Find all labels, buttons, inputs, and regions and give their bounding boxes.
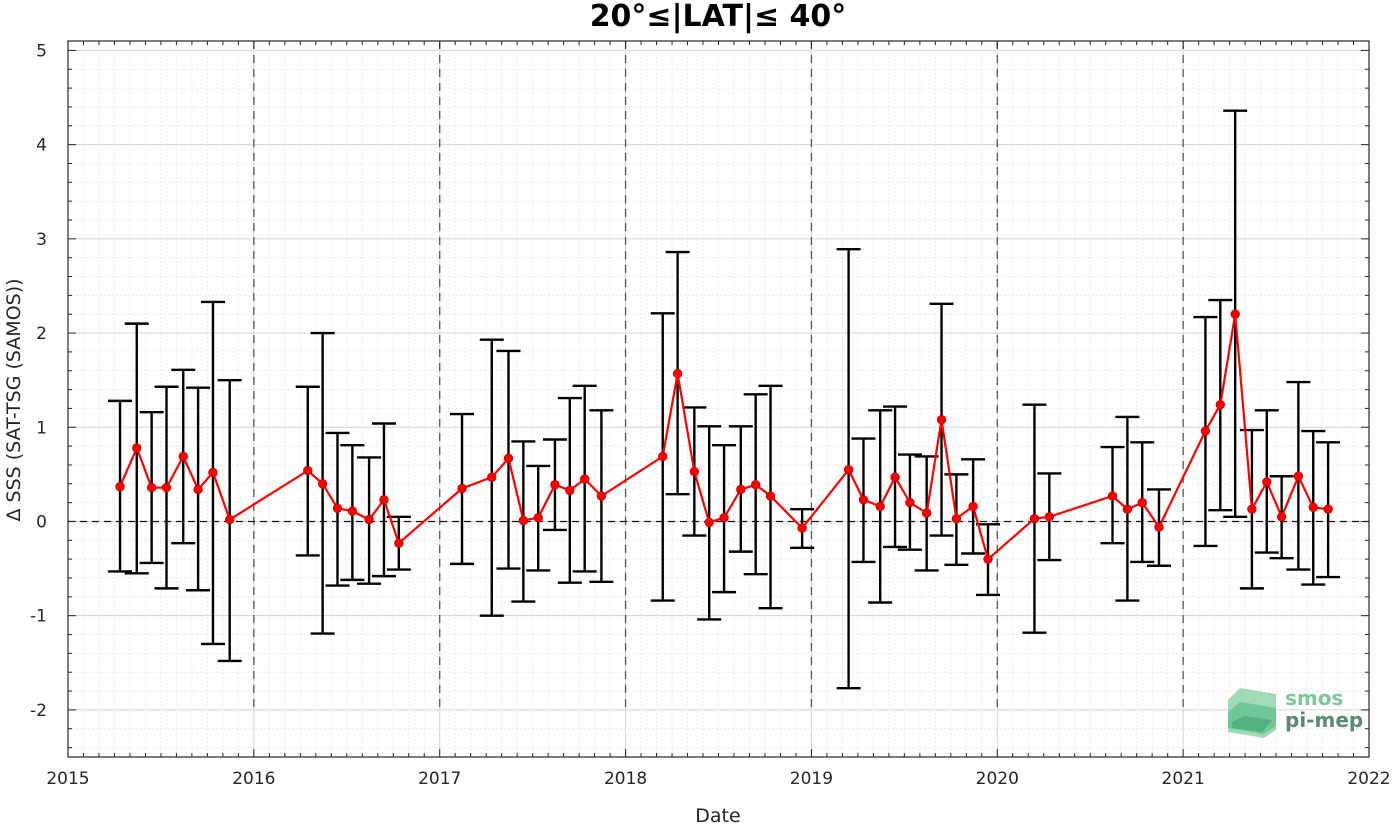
- data-point: [1137, 497, 1147, 508]
- data-point: [983, 554, 993, 564]
- data-point: [379, 495, 389, 505]
- data-point: [1247, 504, 1257, 514]
- data-point: [1308, 502, 1318, 513]
- data-point: [487, 472, 497, 482]
- y-tick-label: -2: [30, 701, 47, 721]
- smos-pi-mep-logo: smos pi-mep: [1228, 686, 1363, 738]
- data-point: [1215, 399, 1226, 410]
- data-point: [193, 484, 203, 495]
- data-point: [1323, 504, 1333, 514]
- data-point: [672, 368, 683, 379]
- data-point: [750, 480, 761, 490]
- series-markers: [115, 309, 1333, 564]
- data-point: [765, 491, 776, 501]
- data-point: [518, 515, 529, 526]
- logo-mark-icon: [1228, 688, 1276, 738]
- data-point: [1230, 309, 1240, 319]
- data-point: [146, 482, 157, 493]
- x-tick-label: 2018: [604, 769, 647, 789]
- data-point: [921, 508, 932, 518]
- data-point: [1044, 512, 1055, 522]
- data-point: [550, 480, 560, 490]
- data-point: [1200, 426, 1211, 436]
- data-point: [1122, 504, 1133, 514]
- logo-text-pi-mep: pi-mep: [1285, 708, 1363, 732]
- data-point: [951, 513, 962, 524]
- data-point: [178, 451, 188, 462]
- y-tick-label: -1: [30, 607, 47, 627]
- data-point: [1293, 471, 1304, 481]
- x-tick-labels: 2015 2016 2017 2018 2019 2020 2021 2022: [46, 769, 1390, 789]
- x-tick-label: 2019: [790, 769, 833, 789]
- chart-title: 20°≤|LAT|≤ 40°: [590, 0, 847, 34]
- data-point: [1276, 512, 1287, 522]
- data-point: [968, 501, 978, 512]
- data-point: [503, 453, 514, 464]
- error-bars: [108, 109, 1341, 690]
- data-point: [875, 501, 885, 512]
- data-point: [579, 474, 590, 484]
- data-point: [1107, 491, 1118, 501]
- data-point: [704, 517, 714, 528]
- axis-ticks: [67, 41, 1370, 757]
- x-tick-label: 2015: [46, 769, 89, 789]
- data-point: [905, 497, 915, 508]
- data-point: [1262, 477, 1272, 487]
- data-point: [858, 495, 869, 505]
- data-point: [332, 503, 343, 513]
- data-point: [317, 479, 328, 489]
- x-tick-label: 2017: [418, 769, 461, 789]
- data-point: [658, 451, 668, 462]
- data-point: [224, 514, 235, 525]
- x-tick-label: 2021: [1162, 769, 1205, 789]
- y-tick-label: 0: [36, 512, 47, 532]
- grid: [67, 41, 1370, 757]
- y-tick-label: 1: [36, 418, 47, 438]
- x-tick-label: 2016: [232, 769, 275, 789]
- data-point: [132, 443, 142, 453]
- data-point: [457, 483, 467, 494]
- data-point: [719, 513, 729, 523]
- data-point: [936, 415, 947, 425]
- data-point: [736, 484, 746, 495]
- data-point: [596, 491, 607, 501]
- data-point: [161, 482, 172, 493]
- x-tick-label: 2020: [976, 769, 1019, 789]
- x-axis-title: Date: [695, 805, 740, 825]
- y-tick-label: 5: [36, 41, 47, 61]
- series-line: [118, 314, 1329, 562]
- data-point: [1154, 522, 1164, 532]
- logo-text-smos: smos: [1285, 686, 1343, 710]
- data-point: [1029, 513, 1040, 524]
- y-tick-label: 4: [36, 136, 47, 156]
- data-point: [115, 481, 125, 492]
- data-point: [533, 513, 543, 523]
- y-tick-label: 2: [36, 324, 47, 344]
- data-point: [303, 465, 313, 476]
- data-point: [364, 514, 374, 525]
- data-point: [843, 464, 854, 475]
- data-point: [347, 506, 358, 516]
- data-point: [797, 523, 807, 533]
- data-point: [394, 538, 404, 548]
- data-point: [208, 467, 218, 478]
- data-point: [890, 472, 900, 482]
- y-tick-labels: -2 -1 0 1 2 3 4 5: [30, 41, 47, 720]
- data-point: [565, 485, 575, 496]
- y-tick-label: 3: [36, 230, 47, 250]
- x-tick-label: 2022: [1347, 769, 1390, 789]
- data-point: [689, 466, 700, 477]
- y-axis-title: Δ SSS (SAT-TSG (SAMOS)): [3, 278, 25, 521]
